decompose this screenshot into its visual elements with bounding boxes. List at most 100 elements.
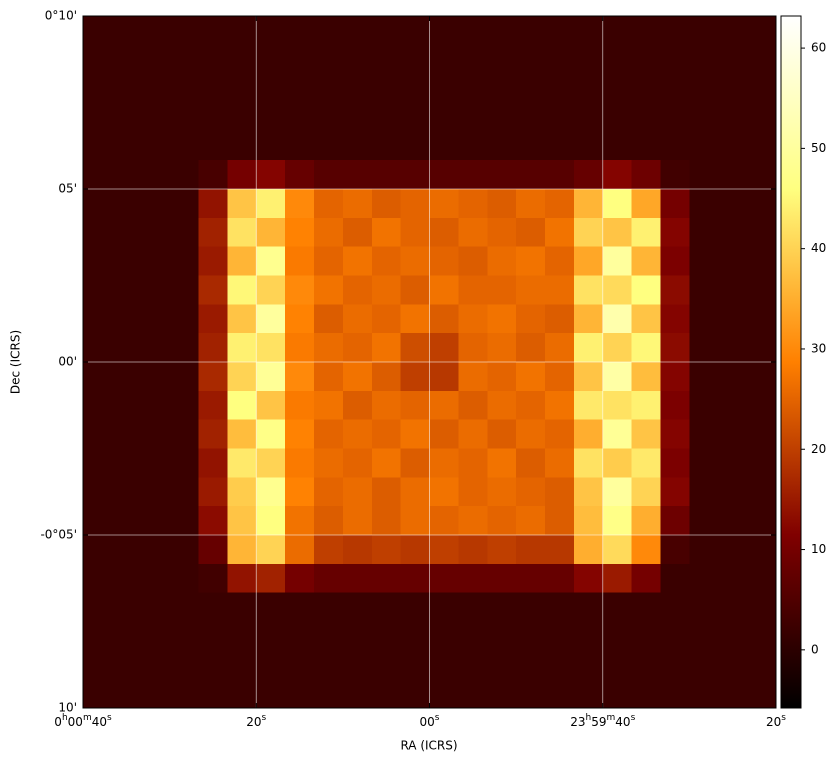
pixel (198, 131, 228, 161)
pixel (314, 131, 344, 161)
pixel (516, 131, 546, 161)
pixel (227, 448, 257, 478)
pixel (256, 275, 286, 305)
pixel (169, 448, 200, 478)
pixel (429, 592, 459, 623)
pixel (689, 131, 719, 161)
pixel (689, 506, 719, 536)
pixel (169, 535, 200, 565)
pixel (458, 563, 488, 594)
pixel (227, 275, 257, 305)
pixel (342, 621, 373, 651)
colorbar (780, 15, 802, 709)
pixel (198, 44, 228, 75)
pixel (227, 419, 257, 450)
pixel (342, 73, 373, 104)
colorbar-tick-label: 0 (811, 642, 819, 656)
pixel (83, 275, 113, 305)
pixel (169, 362, 200, 392)
pixel (458, 506, 488, 536)
pixel (371, 246, 402, 277)
pixel (285, 362, 315, 392)
pixel (689, 16, 719, 46)
pixel (545, 563, 575, 594)
pixel (545, 275, 575, 305)
pixel (689, 477, 719, 507)
pixel (256, 189, 286, 219)
pixel (487, 563, 517, 594)
pixel (285, 73, 315, 104)
pixel (400, 621, 431, 651)
pixel (458, 131, 488, 161)
pixel (198, 102, 228, 132)
pixel (718, 448, 748, 478)
pixel (660, 275, 690, 305)
pixel (256, 592, 286, 623)
pixel (140, 275, 171, 305)
pixel (747, 563, 777, 594)
pixel (371, 621, 402, 651)
pixel (314, 102, 344, 132)
pixel (487, 16, 517, 46)
pixel (285, 246, 315, 277)
pixel (169, 217, 200, 248)
pixel (689, 650, 719, 680)
pixel (140, 73, 171, 104)
pixel (516, 390, 546, 421)
y-tick-label: 0°10' (45, 9, 77, 23)
pixel (487, 333, 517, 363)
pixel (631, 333, 662, 363)
pixel (718, 477, 748, 507)
pixel (400, 650, 431, 680)
pixel (140, 419, 171, 450)
pixel (371, 131, 402, 161)
pixel (111, 160, 142, 190)
pixel (631, 189, 662, 219)
pixel (718, 275, 748, 305)
pixel (140, 44, 171, 75)
pixel (198, 448, 228, 478)
pixel (631, 621, 662, 651)
pixel (400, 477, 431, 507)
pixel (573, 506, 604, 536)
pixel (169, 189, 200, 219)
pixel (83, 448, 113, 478)
pixel (314, 390, 344, 421)
pixel (342, 333, 373, 363)
pixel (660, 333, 690, 363)
pixel (169, 160, 200, 190)
pixel (747, 275, 777, 305)
pixel (314, 275, 344, 305)
pixel (689, 448, 719, 478)
pixel (429, 621, 459, 651)
pixel (256, 535, 286, 565)
pixel (747, 160, 777, 190)
pixel (314, 506, 344, 536)
colorbar-tick-label: 20 (811, 442, 826, 456)
pixel (400, 131, 431, 161)
pixel (689, 189, 719, 219)
pixel (573, 535, 604, 565)
pixel (342, 592, 373, 623)
pixel (285, 448, 315, 478)
pixel (718, 419, 748, 450)
pixel (285, 477, 315, 507)
pixel (285, 621, 315, 651)
pixel (198, 390, 228, 421)
pixel (458, 333, 488, 363)
pixel (458, 246, 488, 277)
pixel (602, 189, 633, 219)
pixel (227, 102, 257, 132)
pixel (256, 448, 286, 478)
pixel (458, 73, 488, 104)
pixel (314, 679, 344, 709)
pixel (718, 621, 748, 651)
pixel (545, 477, 575, 507)
pixel (660, 419, 690, 450)
pixel (314, 477, 344, 507)
pixel (371, 102, 402, 132)
pixel (111, 362, 142, 392)
pixel (285, 275, 315, 305)
pixel (83, 419, 113, 450)
pixel (169, 563, 200, 594)
